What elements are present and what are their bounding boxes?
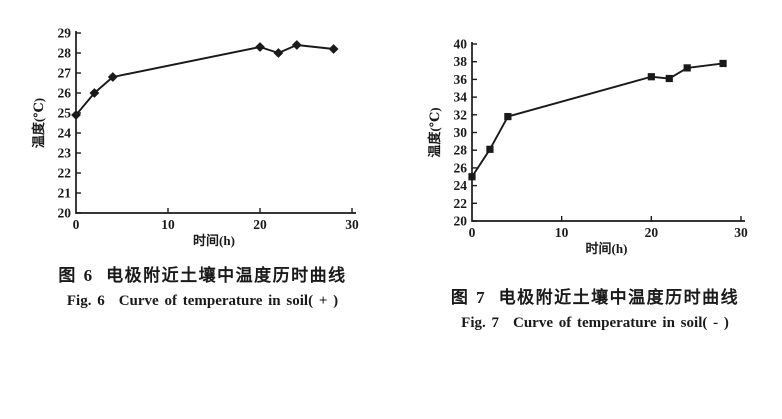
figure-7-label-en: Fig. 7 bbox=[461, 315, 499, 331]
square-marker bbox=[647, 73, 655, 81]
figure-7-caption: 图 7 电极附近土壤中温度历时曲线 Fig. 7 Curve of temperat… bbox=[425, 283, 765, 332]
y-tick-label: 26 bbox=[454, 160, 468, 175]
y-tick-label: 34 bbox=[454, 90, 468, 105]
y-tick-label: 28 bbox=[454, 143, 468, 158]
x-tick-label: 0 bbox=[73, 217, 80, 232]
diamond-marker bbox=[71, 110, 81, 120]
diamond-marker bbox=[107, 72, 118, 82]
y-tick-label: 24 bbox=[454, 178, 468, 193]
figure-7: 20 22 24 26 28 30 32 34 36 38 40 0 10 20 30 时间(h) 温度(℃) bbox=[425, 20, 765, 280]
y-tick-label: 38 bbox=[454, 54, 468, 69]
x-tick-label: 30 bbox=[345, 217, 359, 232]
y-tick-label: 27 bbox=[58, 66, 72, 81]
diamond-marker bbox=[291, 40, 302, 50]
figure-6-title-en: Curve of temperature in soil( + ) bbox=[118, 293, 339, 309]
diamond-marker bbox=[255, 42, 265, 52]
y-tick-label: 29 bbox=[58, 26, 72, 41]
figure-6-label-cn: 图 6 bbox=[58, 266, 95, 285]
square-marker bbox=[665, 74, 673, 83]
figure-6: 20 21 22 23 24 25 26 27 28 29 0 10 20 30 时间(h) 温度(℃) bbox=[30, 10, 375, 260]
figure-7-label-cn: 图 7 bbox=[450, 288, 487, 307]
x-axis-title: 时间(h) bbox=[586, 241, 628, 256]
x-tick-label: 20 bbox=[253, 217, 267, 232]
figure-6-caption-english: Fig. 6 Curve of temperature in soil( + ) bbox=[30, 293, 375, 310]
figure-6-caption: 图 6 电极附近土壤中温度历时曲线 Fig. 6 Curve of temperat… bbox=[30, 261, 375, 310]
y-tick-label: 40 bbox=[454, 37, 468, 52]
y-tick-label: 26 bbox=[58, 86, 72, 101]
square-marker bbox=[486, 145, 494, 153]
square-marker bbox=[683, 64, 691, 72]
axes bbox=[75, 31, 356, 214]
square-marker bbox=[468, 173, 476, 181]
figure-7-caption-english: Fig. 7 Curve of temperature in soil( - ) bbox=[425, 315, 765, 332]
square-marker bbox=[504, 112, 512, 121]
figure-7-line-chart: 20 22 24 26 28 30 32 34 36 38 40 0 10 20 30 时间(h) 温度(℃) bbox=[427, 37, 748, 257]
y-tick-label: 25 bbox=[58, 106, 72, 121]
x-tick-label: 20 bbox=[645, 225, 659, 240]
square-marker bbox=[719, 59, 727, 68]
diamond-marker bbox=[273, 48, 284, 58]
y-tick-label: 20 bbox=[454, 214, 468, 229]
y-tick-label: 20 bbox=[58, 206, 72, 221]
diamond-marker bbox=[328, 44, 339, 54]
y-tick-label: 21 bbox=[58, 186, 72, 201]
axes bbox=[471, 42, 745, 222]
figure-7-caption-chinese: 图 7 电极附近土壤中温度历时曲线 bbox=[425, 283, 765, 308]
y-tick-label: 36 bbox=[454, 72, 468, 87]
x-tick-label: 10 bbox=[161, 217, 175, 232]
x-axis-title: 时间(h) bbox=[193, 233, 235, 248]
y-tick-label: 23 bbox=[58, 146, 72, 161]
diamond-marker bbox=[89, 88, 100, 98]
figure-6-caption-chinese: 图 6 电极附近土壤中温度历时曲线 bbox=[30, 261, 375, 286]
y-tick-label: 22 bbox=[454, 196, 468, 211]
y-tick-label: 24 bbox=[58, 126, 72, 141]
figure-6-label-en: Fig. 6 bbox=[66, 293, 105, 309]
figure-6-line-chart: 20 21 22 23 24 25 26 27 28 29 0 10 20 30 时间(h) 温度(℃) bbox=[31, 26, 359, 249]
y-tick-label: 28 bbox=[58, 46, 72, 61]
y-axis-title: 温度(℃) bbox=[31, 98, 46, 148]
y-tick-label: 32 bbox=[454, 107, 468, 122]
figure-7-title-en: Curve of temperature in soil( - ) bbox=[513, 315, 729, 331]
y-tick-label: 30 bbox=[454, 125, 468, 140]
y-axis-title: 温度(℃) bbox=[427, 107, 442, 157]
figure-6-title-cn: 电极附近土壤中温度历时曲线 bbox=[106, 266, 347, 285]
x-tick-label: 30 bbox=[734, 225, 748, 240]
x-tick-label: 10 bbox=[555, 225, 569, 240]
x-tick-label: 0 bbox=[469, 225, 476, 240]
figure-7-title-cn: 电极附近土壤中温度历时曲线 bbox=[498, 288, 740, 307]
y-tick-label: 22 bbox=[58, 166, 72, 181]
